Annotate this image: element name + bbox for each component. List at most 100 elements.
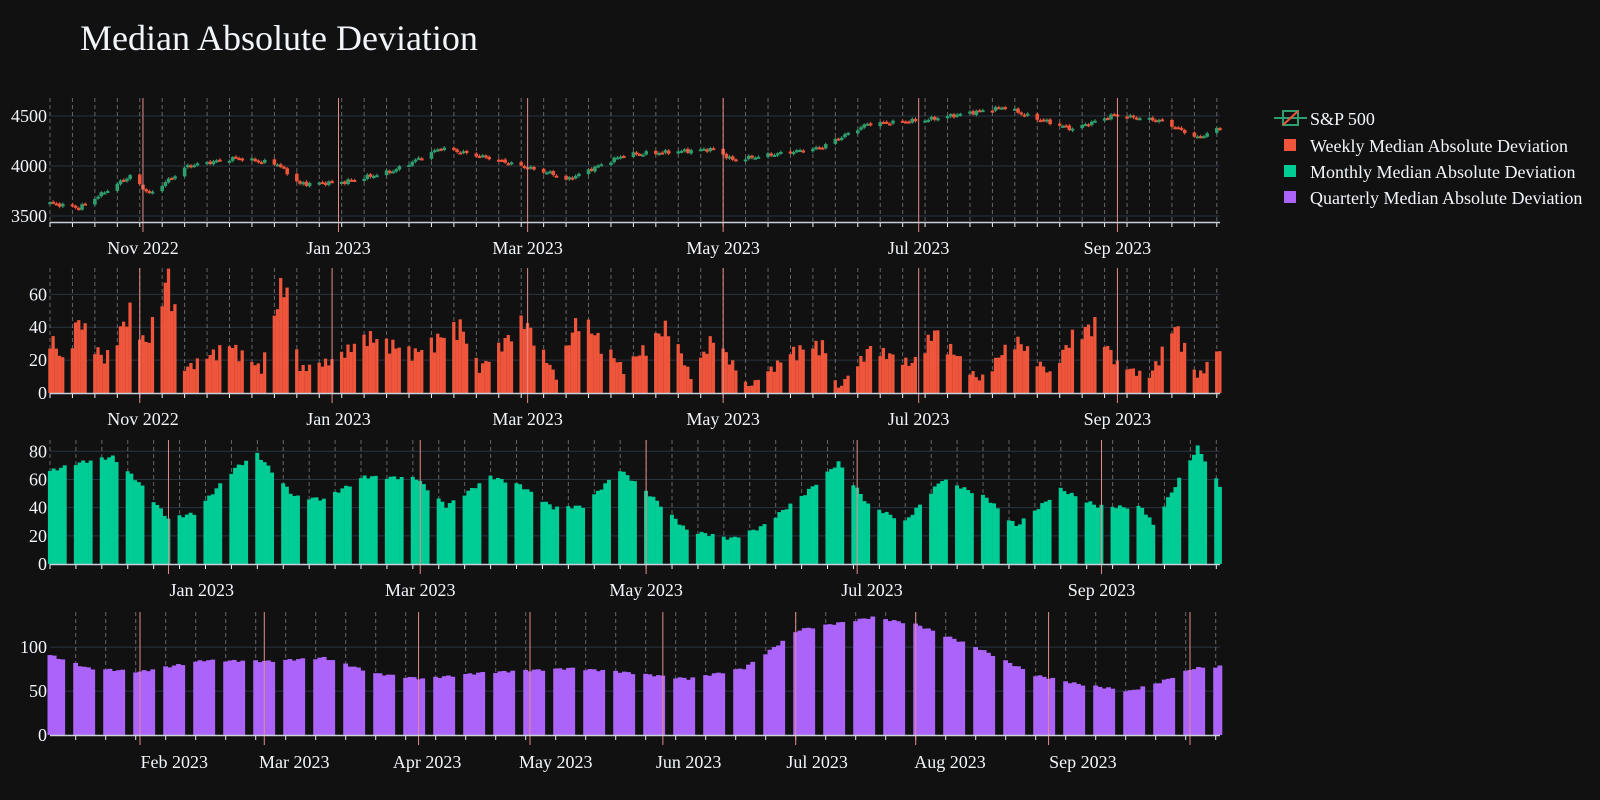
candle (48, 202, 52, 205)
bar (60, 659, 66, 735)
bar (463, 673, 468, 735)
bar (943, 636, 948, 735)
candle (641, 154, 645, 157)
bar (769, 366, 773, 393)
y-tick-label: 0 (38, 383, 47, 403)
candle (936, 118, 940, 121)
bar (801, 628, 807, 735)
bar (1200, 667, 1206, 735)
candle (496, 159, 501, 162)
bar (1214, 478, 1219, 564)
bar (93, 354, 97, 393)
candle (487, 156, 491, 160)
bar (840, 467, 845, 564)
bar (884, 511, 889, 564)
candle (1218, 128, 1222, 131)
bar (362, 475, 367, 564)
bar (806, 627, 811, 735)
candle (57, 203, 62, 207)
bar (107, 668, 113, 735)
candle (298, 181, 302, 184)
bar (227, 660, 233, 735)
candle (461, 151, 466, 154)
bar (1090, 336, 1094, 393)
candle (93, 198, 97, 205)
legend-item-monthly[interactable]: Monthly Median Absolute Deviation (1284, 162, 1575, 182)
candle (339, 181, 344, 184)
bar (595, 490, 600, 564)
candle (548, 171, 552, 174)
bar (986, 652, 991, 735)
bar (510, 670, 516, 735)
legend-item-quarterly[interactable]: Quarterly Median Absolute Deviation (1284, 188, 1582, 208)
bar (133, 672, 138, 735)
bar (484, 360, 488, 393)
candle (118, 180, 123, 185)
candle (1195, 136, 1200, 139)
legend-item-sp500[interactable]: S&P 500 (1274, 109, 1375, 129)
bar (926, 334, 930, 393)
bar (1071, 682, 1077, 735)
candle (1093, 120, 1097, 123)
candle (948, 114, 953, 117)
bar (1080, 685, 1086, 735)
bar (654, 333, 658, 393)
bar (1192, 454, 1196, 564)
bar (1110, 688, 1116, 735)
bar (304, 371, 308, 393)
bar (425, 490, 430, 564)
candle (977, 110, 982, 113)
bar (439, 337, 443, 393)
bar (253, 365, 257, 393)
bar (403, 677, 408, 735)
candle (282, 166, 286, 169)
candle (923, 120, 927, 123)
legend-item-weekly[interactable]: Weekly Median Absolute Deviation (1284, 136, 1568, 156)
bar (346, 344, 350, 393)
bar (555, 506, 560, 564)
bar (416, 351, 421, 393)
bar (651, 496, 656, 564)
candle (368, 174, 373, 177)
bar (163, 282, 167, 393)
x-tick-label: Jul 2023 (888, 238, 950, 258)
bar (856, 366, 860, 393)
bar (437, 678, 443, 735)
candle (1106, 117, 1110, 120)
bar (214, 360, 219, 393)
bar (1041, 676, 1047, 735)
bar (910, 362, 914, 393)
candle (769, 153, 774, 156)
bar (544, 501, 549, 564)
candle (480, 155, 485, 158)
bar (461, 331, 466, 393)
bar (820, 340, 825, 393)
panel-4: 0 50 100 Feb 2023 Mar 2023 Apr 2023 May 2023 Ju… (20, 612, 1223, 772)
bar (317, 362, 321, 393)
candle (865, 123, 870, 126)
bar (686, 679, 691, 735)
bar (1150, 370, 1155, 393)
bar (56, 658, 61, 735)
bar (932, 486, 937, 564)
candle (855, 130, 860, 134)
bar (1048, 371, 1052, 393)
candle (596, 165, 600, 168)
bar (323, 358, 328, 393)
bar (747, 386, 751, 393)
bar (467, 673, 473, 735)
bar (492, 479, 497, 564)
bar (1136, 689, 1141, 735)
bar (410, 360, 414, 393)
bar (655, 500, 660, 564)
bar (88, 460, 93, 564)
bar (436, 333, 440, 393)
bar (360, 670, 366, 735)
bar (105, 350, 110, 393)
candle (96, 196, 100, 199)
bar (184, 514, 189, 564)
bar (452, 321, 456, 393)
bar (836, 387, 841, 393)
candle (458, 152, 463, 155)
x-tick-label: Feb 2023 (141, 752, 209, 772)
